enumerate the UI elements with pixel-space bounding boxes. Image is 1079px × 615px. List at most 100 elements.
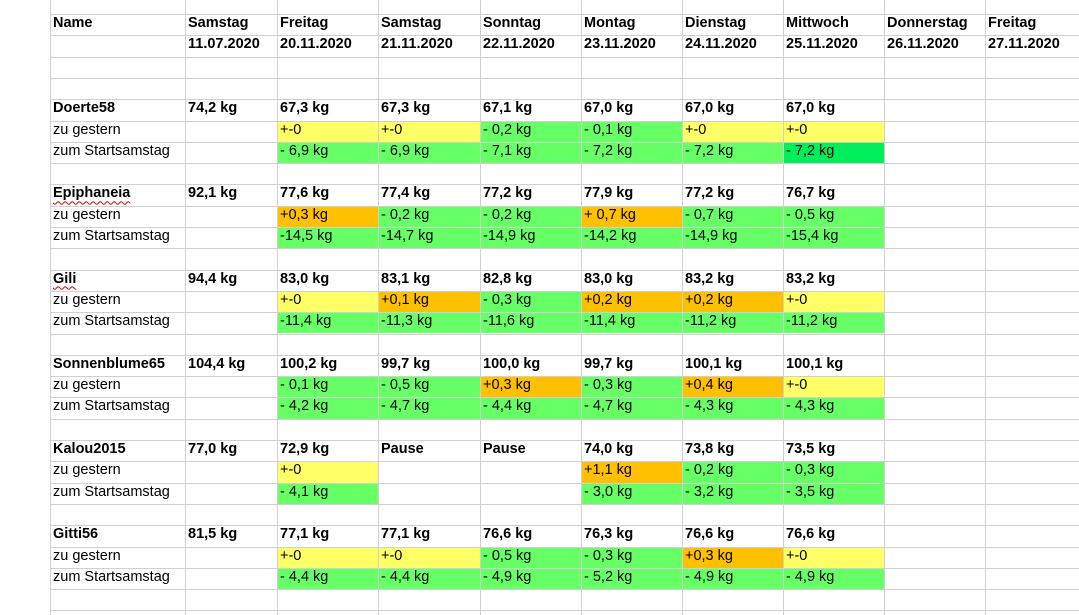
- row-label-start[interactable]: zum Startsamstag: [53, 313, 170, 330]
- start-weight[interactable]: 104,4 kg: [188, 355, 246, 372]
- weight-cell[interactable]: 67,1 kg: [483, 100, 533, 117]
- diff-yesterday-cell[interactable]: +-0: [786, 121, 808, 138]
- weight-cell[interactable]: 67,0 kg: [786, 100, 836, 117]
- weight-cell[interactable]: 100,1 kg: [786, 355, 844, 372]
- diff-start-cell[interactable]: - 7,1 kg: [483, 142, 532, 159]
- weight-cell[interactable]: 76,3 kg: [584, 526, 634, 543]
- header-day[interactable]: Dienstag: [685, 15, 747, 31]
- diff-yesterday-cell[interactable]: + 0,7 kg: [584, 206, 636, 223]
- weight-cell[interactable]: 99,7 kg: [381, 355, 431, 372]
- diff-start-cell[interactable]: - 3,2 kg: [685, 483, 734, 500]
- weight-cell[interactable]: 100,1 kg: [685, 355, 743, 372]
- diff-yesterday-cell[interactable]: +-0: [786, 547, 808, 564]
- row-label-start[interactable]: zum Startsamstag: [53, 398, 170, 415]
- weight-cell[interactable]: 67,0 kg: [584, 100, 634, 117]
- header-date[interactable]: 21.11.2020: [381, 36, 453, 53]
- diff-yesterday-cell[interactable]: - 0,5 kg: [381, 377, 430, 394]
- weight-cell[interactable]: 77,6 kg: [280, 185, 330, 202]
- diff-yesterday-cell[interactable]: [480, 460, 581, 481]
- diff-yesterday-cell[interactable]: +0,3 kg: [483, 377, 531, 394]
- header-date[interactable]: 23.11.2020: [584, 36, 656, 53]
- weight-cell[interactable]: 100,2 kg: [280, 355, 338, 372]
- diff-yesterday-cell[interactable]: - 0,3 kg: [584, 547, 633, 564]
- weight-cell[interactable]: 83,2 kg: [685, 270, 735, 287]
- weight-cell[interactable]: 82,8 kg: [483, 270, 533, 287]
- diff-start-cell[interactable]: - 4,3 kg: [685, 398, 734, 415]
- diff-yesterday-cell[interactable]: - 0,1 kg: [584, 121, 633, 138]
- diff-yesterday-cell[interactable]: - 0,7 kg: [685, 206, 734, 223]
- header-date[interactable]: 24.11.2020: [685, 36, 757, 53]
- diff-yesterday-cell[interactable]: - 0,3 kg: [483, 291, 532, 308]
- weight-cell[interactable]: 83,1 kg: [381, 270, 431, 287]
- start-weight[interactable]: 81,5 kg: [188, 526, 238, 543]
- weight-cell[interactable]: 67,3 kg: [280, 100, 330, 117]
- diff-yesterday-cell[interactable]: - 0,2 kg: [483, 121, 532, 138]
- header-day[interactable]: Freitag: [280, 15, 329, 31]
- weight-cell[interactable]: 76,6 kg: [786, 526, 836, 543]
- weight-cell[interactable]: 77,2 kg: [685, 185, 735, 202]
- header-date[interactable]: 11.07.2020: [188, 36, 260, 53]
- diff-yesterday-cell[interactable]: +-0: [685, 121, 707, 138]
- diff-start-cell[interactable]: - 4,1 kg: [280, 483, 329, 500]
- diff-start-cell[interactable]: -11,6 kg: [483, 313, 535, 330]
- diff-yesterday-cell[interactable]: - 0,3 kg: [584, 377, 633, 394]
- diff-start-cell[interactable]: - 6,9 kg: [381, 142, 430, 159]
- weight-cell[interactable]: 72,9 kg: [280, 441, 330, 457]
- diff-yesterday-cell[interactable]: +0,1 kg: [381, 291, 429, 308]
- diff-yesterday-cell[interactable]: - 0,5 kg: [483, 547, 532, 564]
- diff-start-cell[interactable]: - 3,0 kg: [584, 483, 633, 500]
- weight-cell[interactable]: 77,1 kg: [381, 526, 431, 543]
- row-label-yesterday[interactable]: zu gestern: [53, 206, 121, 223]
- header-date[interactable]: 26.11.2020: [887, 36, 959, 53]
- weight-cell[interactable]: 73,8 kg: [685, 441, 735, 457]
- diff-yesterday-cell[interactable]: - 0,2 kg: [483, 206, 532, 223]
- header-day[interactable]: Donnerstag: [887, 15, 968, 31]
- diff-yesterday-cell[interactable]: - 0,2 kg: [685, 462, 734, 479]
- diff-yesterday-cell[interactable]: - 0,5 kg: [786, 206, 835, 223]
- weight-cell[interactable]: 83,0 kg: [280, 270, 330, 287]
- weight-cell[interactable]: 99,7 kg: [584, 355, 634, 372]
- diff-yesterday-cell[interactable]: +-0: [280, 291, 302, 308]
- header-day[interactable]: Sonntag: [483, 15, 541, 31]
- diff-start-cell[interactable]: -11,2 kg: [685, 313, 737, 330]
- weight-cell[interactable]: 100,0 kg: [483, 355, 541, 372]
- diff-start-cell[interactable]: -11,3 kg: [381, 313, 433, 330]
- weight-cell[interactable]: 83,2 kg: [786, 270, 836, 287]
- weight-cell[interactable]: 77,4 kg: [381, 185, 431, 202]
- header-day[interactable]: Montag: [584, 15, 636, 31]
- start-weight[interactable]: 74,2 kg: [188, 100, 238, 117]
- diff-yesterday-cell[interactable]: +-0: [381, 121, 403, 138]
- start-weight[interactable]: 77,0 kg: [188, 441, 238, 457]
- row-label-start[interactable]: zum Startsamstag: [53, 228, 170, 244]
- diff-start-cell[interactable]: - 6,9 kg: [280, 142, 329, 159]
- weight-cell[interactable]: 76,7 kg: [786, 185, 836, 202]
- weight-cell[interactable]: 67,3 kg: [381, 100, 431, 117]
- weight-cell[interactable]: 83,0 kg: [584, 270, 634, 287]
- diff-start-cell[interactable]: - 4,4 kg: [381, 568, 430, 585]
- diff-start-cell[interactable]: - 4,7 kg: [584, 398, 633, 415]
- header-day[interactable]: Samstag: [381, 15, 442, 31]
- row-label-start[interactable]: zum Startsamstag: [53, 568, 170, 585]
- header-date[interactable]: 27.11.2020: [988, 36, 1060, 53]
- diff-start-cell[interactable]: -14,5 kg: [280, 228, 333, 244]
- weight-cell[interactable]: Pause: [483, 441, 526, 457]
- diff-start-cell[interactable]: [480, 482, 581, 503]
- diff-yesterday-cell[interactable]: [378, 460, 480, 481]
- diff-start-cell[interactable]: [378, 482, 480, 503]
- weight-cell[interactable]: 76,6 kg: [483, 526, 533, 543]
- diff-start-cell[interactable]: - 4,9 kg: [786, 568, 835, 585]
- diff-yesterday-cell[interactable]: - 0,1 kg: [280, 377, 329, 394]
- header-day[interactable]: Mittwoch: [786, 15, 849, 31]
- row-label-yesterday[interactable]: zu gestern: [53, 462, 121, 479]
- weight-cell[interactable]: 77,2 kg: [483, 185, 533, 202]
- row-label-start[interactable]: zum Startsamstag: [53, 483, 170, 500]
- row-label-yesterday[interactable]: zu gestern: [53, 377, 121, 394]
- weight-cell[interactable]: Pause: [381, 441, 424, 457]
- diff-start-cell[interactable]: -11,2 kg: [786, 313, 838, 330]
- diff-yesterday-cell[interactable]: +-0: [786, 291, 808, 308]
- diff-start-cell[interactable]: -14,9 kg: [483, 228, 536, 244]
- diff-start-cell[interactable]: - 7,2 kg: [584, 142, 633, 159]
- diff-start-cell[interactable]: -14,2 kg: [584, 228, 637, 244]
- weight-cell[interactable]: 67,0 kg: [685, 100, 735, 117]
